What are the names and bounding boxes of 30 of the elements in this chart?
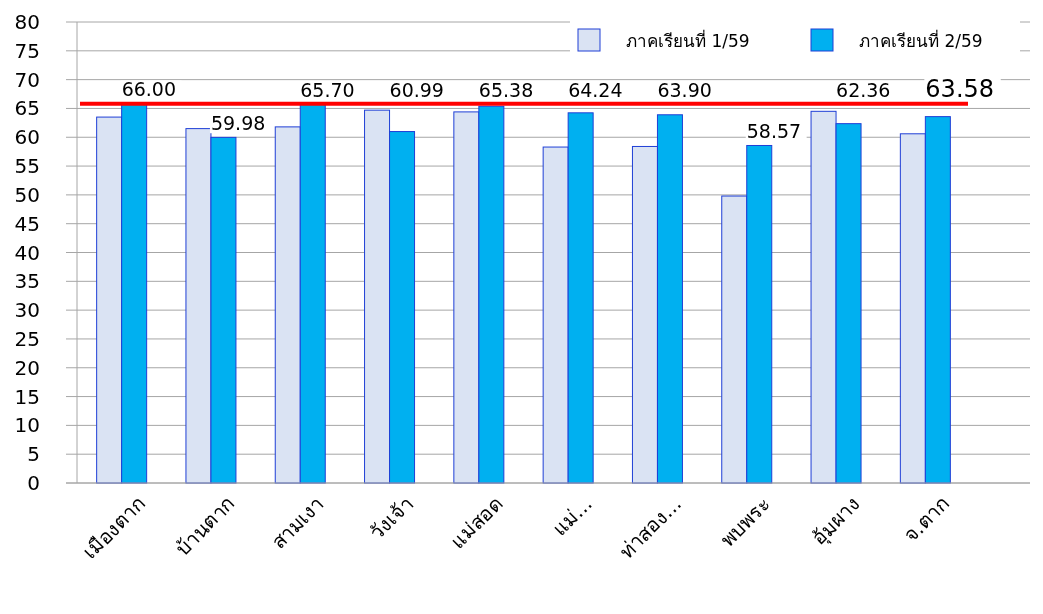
y-tick-label: 80 (14, 10, 40, 34)
y-tick-label: 25 (14, 326, 40, 351)
data-label: 58.57 (746, 120, 802, 143)
data-label: 65.70 (300, 78, 355, 101)
y-tick-label: 60 (14, 125, 40, 150)
data-label: 62.36 (836, 78, 891, 101)
x-tick-label: แม่... (547, 491, 597, 541)
data-label: 60.99 (389, 78, 444, 101)
y-tick-label: 40 (14, 240, 40, 265)
legend-label: ภาคเรียนที่ 1/59 (626, 29, 750, 51)
y-tick-label: 15 (14, 384, 40, 409)
data-label: 59.98 (210, 112, 266, 135)
y-tick-label: 65 (14, 96, 40, 121)
data-label: 66.00 (121, 77, 177, 100)
y-tick-label: 45 (14, 211, 40, 236)
y-tick-label: 5 (27, 442, 40, 467)
data-label: 63.58 (925, 74, 995, 103)
y-tick-label: 50 (14, 182, 40, 207)
legend-label: ภาคเรียนที่ 2/59 (859, 29, 983, 51)
y-tick-label: 75 (14, 38, 40, 63)
y-tick-label: 55 (14, 154, 40, 179)
y-tick-label: 35 (14, 269, 40, 294)
y-tick-label: 0 (27, 471, 40, 495)
y-tick-label: 10 (14, 413, 40, 438)
y-tick-label: 30 (14, 298, 40, 323)
data-label: 63.90 (657, 78, 712, 101)
y-tick-label: 20 (14, 355, 40, 380)
data-label: 64.24 (568, 78, 623, 101)
data-label: 65.38 (478, 78, 534, 101)
y-tick-label: 70 (14, 67, 40, 92)
